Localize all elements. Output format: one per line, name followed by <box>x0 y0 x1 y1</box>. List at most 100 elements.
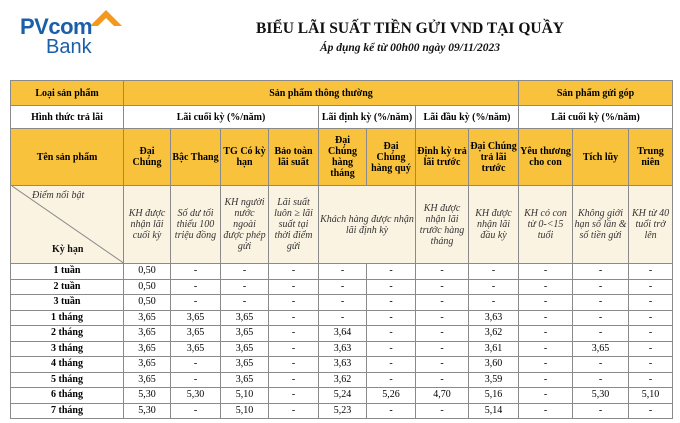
rate-cell: - <box>268 356 319 373</box>
rate-cell: 5,30 <box>123 402 171 419</box>
table-row: 4 tháng 3,65-3,65-3,63- -3,60- - - <box>10 356 674 373</box>
description-cell: Lãi suất luôn ≥ lãi suất tại thời điểm g… <box>268 185 319 264</box>
term-cell: 3 tháng <box>10 340 124 357</box>
header-cell: Lãi đầu kỳ (%/năm) <box>414 105 520 129</box>
header-cell: Đại Chúng <box>123 128 171 186</box>
table-row: Tên sản phẩm Đại Chúng Bậc Thang TG Có kỳ h… <box>10 128 674 186</box>
rate-cell: 3,64 <box>318 325 367 342</box>
table-row: Hình thức trả lãi Lãi cuối kỳ (%/năm) Lãi … <box>10 105 674 129</box>
term-cell: 5 tháng <box>10 371 124 388</box>
rate-cell: 3,65 <box>572 340 630 357</box>
header-cell: Đại Chúng hàng quý <box>366 128 416 186</box>
rate-cell: - <box>170 356 221 373</box>
description-cell: Khách hàng được nhận lãi định kỳ <box>318 185 416 264</box>
rate-cell: - <box>415 278 469 295</box>
term-cell: 2 tuần <box>10 278 124 295</box>
diagonal-cell: Điểm nổi bật Kỳ hạn <box>10 185 124 264</box>
rate-cell: - <box>628 325 674 342</box>
term-cell: 7 tháng <box>10 402 124 419</box>
rate-cell: 3,62 <box>467 325 520 342</box>
rate-cell: - <box>268 340 319 357</box>
rate-cell: - <box>220 263 269 280</box>
rate-cell: 3,65 <box>220 356 269 373</box>
rate-cell: - <box>415 402 469 419</box>
rate-cell: - <box>366 402 416 419</box>
rate-cell: - <box>628 356 674 373</box>
rate-cell: 3,65 <box>123 356 171 373</box>
description-cell: KH người nước ngoài được phép gửi <box>220 185 269 264</box>
rate-cell: 5,30 <box>572 387 630 404</box>
description-cell: KH được nhận lãi cuối kỳ <box>123 185 171 264</box>
header-cell: Đại Chúng hàng tháng <box>318 128 367 186</box>
header-cell: Đại Chúng trả lãi trước <box>467 128 520 186</box>
rate-cell: - <box>170 278 221 295</box>
rate-cell: 0,50 <box>123 263 171 280</box>
rate-cell: - <box>366 325 416 342</box>
rate-cell: - <box>628 263 674 280</box>
rate-cell: - <box>170 402 221 419</box>
subtitle: Áp dụng kể từ 00h00 ngày 09/11/2023 <box>319 42 501 54</box>
rate-cell: 3,65 <box>220 371 269 388</box>
rate-cell: - <box>268 371 319 388</box>
header-cell: Loại sản phẩm <box>10 80 124 106</box>
rate-cell: - <box>572 278 630 295</box>
rate-cell: - <box>572 325 630 342</box>
rate-cell: 4,70 <box>415 387 469 404</box>
rate-cell: 5,24 <box>318 387 367 404</box>
rate-cell: - <box>628 340 674 357</box>
rate-cell: 3,65 <box>170 325 221 342</box>
header-cell: Lãi cuối kỳ (%/năm) <box>123 105 319 129</box>
cell-text: Điểm nổi bật <box>32 190 85 201</box>
rate-cell: 5,10 <box>220 387 269 404</box>
rate-cell: 5,14 <box>467 402 520 419</box>
header-cell: TG Có kỳ hạn <box>220 128 269 186</box>
cell-text: Kỳ hạn <box>52 244 84 255</box>
table-row: 2 tháng 3,65 3,65 3,65-3,64- -3,62- - - <box>10 325 674 342</box>
term-cell: 6 tháng <box>10 387 124 404</box>
rate-cell: - <box>415 309 469 326</box>
rate-cell: - <box>415 325 469 342</box>
rate-cell: 3,63 <box>467 309 520 326</box>
rate-cell: - <box>318 309 367 326</box>
header-cell: Tên sản phẩm <box>10 128 124 186</box>
rate-cell: - <box>415 340 469 357</box>
table-row: 1 tuần 0,50- - - - - - - - - - <box>10 263 674 280</box>
rate-cell: - <box>415 294 469 311</box>
rate-cell: - <box>366 309 416 326</box>
description-cell: KH có con từ 0-<15 tuổi <box>518 185 574 264</box>
rate-cell: - <box>518 263 574 280</box>
rate-cell: - <box>415 263 469 280</box>
table-row: 7 tháng 5,30-5,10-5,23- -5,14- - - <box>10 402 674 419</box>
rate-cell: 3,65 <box>220 309 269 326</box>
term-cell: 1 tháng <box>10 309 124 326</box>
header-cell: Lãi cuối kỳ (%/năm) <box>518 105 674 129</box>
rate-cell: - <box>518 325 574 342</box>
rate-cell: - <box>518 356 574 373</box>
header-cell: Định kỳ trả lãi trước <box>415 128 469 186</box>
rate-cell: - <box>318 278 367 295</box>
header-cell: Trung niên <box>628 128 674 186</box>
rate-cell: 5,16 <box>467 387 520 404</box>
rate-cell: - <box>318 294 367 311</box>
description-cell: Số dư tối thiểu 100 triệu đồng <box>170 185 221 264</box>
rate-cell: 3,65 <box>220 340 269 357</box>
table-row: 3 tuần 0,50- - - - - - - - - - <box>10 294 674 311</box>
rate-cell: 3,65 <box>170 309 221 326</box>
table-row: Loại sản phẩm Sản phẩm thông thường Sản ph… <box>10 80 674 106</box>
rate-cell: 5,23 <box>318 402 367 419</box>
header-cell: Bậc Thang <box>170 128 221 186</box>
rate-cell: - <box>220 278 269 295</box>
title: BIỂU LÃI SUẤT TIỀN GỬI VND TẠI QUẦY <box>256 20 564 37</box>
rate-cell: - <box>572 371 630 388</box>
rate-cell: - <box>572 356 630 373</box>
rate-cell: - <box>467 294 520 311</box>
rate-cell: - <box>467 263 520 280</box>
header-cell: Sản phẩm gửi góp <box>518 80 674 106</box>
rate-cell: 0,50 <box>123 294 171 311</box>
rate-cell: - <box>268 263 319 280</box>
rate-cell: - <box>572 263 630 280</box>
rate-cell: - <box>518 278 574 295</box>
description-cell: Không giới hạn số lần & số tiền gửi <box>572 185 630 264</box>
logo-text: Bank <box>46 36 92 58</box>
rate-cell: - <box>628 278 674 295</box>
